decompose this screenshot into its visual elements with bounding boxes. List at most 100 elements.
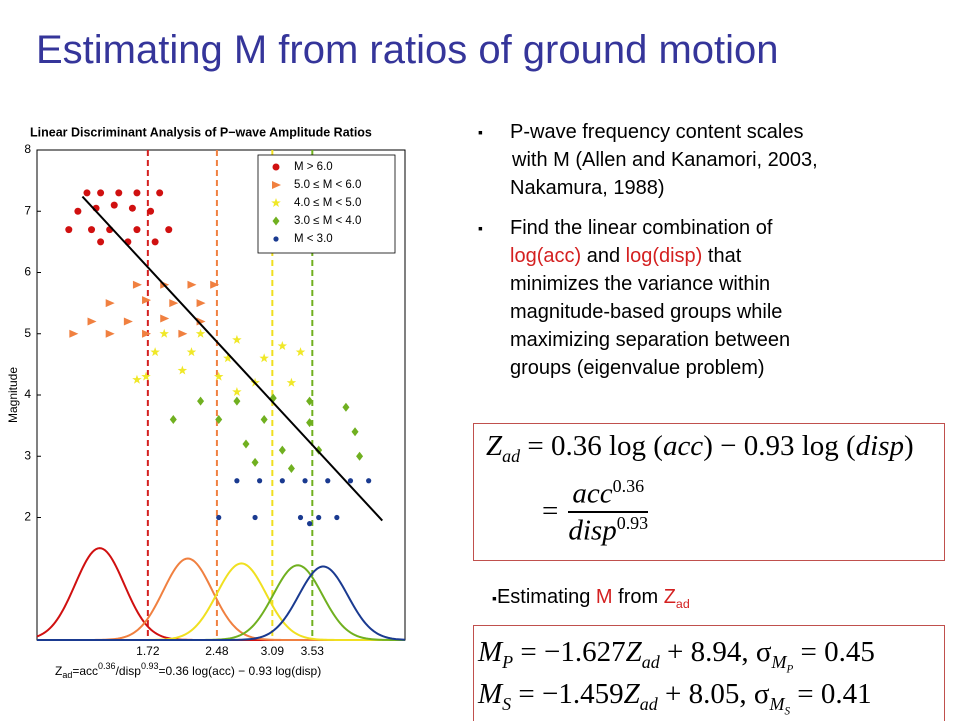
scatter-point: [210, 280, 220, 289]
scatter-point: [325, 478, 331, 484]
scatter-point: [277, 341, 288, 351]
scatter-point: [366, 478, 372, 484]
x-axis-label: Zad=acc0.36/disp0.93=0.36 log(acc) − 0.9…: [55, 661, 321, 680]
legend-label: M < 3.0: [294, 233, 333, 245]
scatter-point: [356, 451, 364, 461]
bullet-line: magnitude-based groups while: [510, 301, 783, 323]
scatter-point: [128, 204, 136, 212]
eq-part: M: [478, 636, 503, 668]
scatter-point: [147, 207, 155, 215]
scatter-point: [69, 329, 79, 338]
scatter-point: [156, 189, 164, 197]
legend-marker: [272, 163, 280, 171]
eq-part: M: [478, 678, 503, 710]
scatter-point: [213, 371, 224, 381]
eq-part: + 8.05, σ: [657, 678, 770, 710]
eq-part: P: [786, 663, 794, 676]
legend-box: [257, 154, 396, 254]
scatter-point: [242, 439, 250, 449]
eq-part: ad: [502, 445, 521, 466]
eq-part: 0.93: [616, 512, 649, 533]
scatter-point: [295, 347, 306, 357]
scatter-point: [234, 478, 240, 484]
eq-part: disp: [855, 430, 905, 462]
scatter-point: [133, 189, 141, 197]
scatter-point: [306, 396, 314, 406]
bullet-line: groups (eigenvalue problem): [510, 357, 765, 379]
legend-label: 5.0 ≤ M < 6.0: [294, 179, 361, 191]
bullet-marker: ▪: [478, 220, 483, 236]
eq-part: ad: [641, 651, 660, 672]
scatter-point: [177, 365, 188, 375]
equation-box: Zad = 0.36 log (acc) − 0.93 log (disp) =…: [473, 423, 945, 561]
scatter-point: [297, 514, 304, 521]
eq-part: acc: [572, 477, 613, 510]
x-tick-label: 1.72: [136, 644, 160, 658]
eq-part: = 0.41: [790, 678, 872, 710]
x-label-part: 0.93: [141, 661, 159, 671]
bullet-marker: ▪: [492, 590, 497, 606]
eq-part: = −1.459: [511, 678, 624, 710]
bullet-line: Find the linear combination of: [510, 217, 773, 239]
x-label-part: Z: [55, 664, 62, 678]
scatter-point: [88, 226, 96, 234]
y-tick-label: 3: [24, 448, 31, 462]
text: and: [581, 245, 626, 267]
eq-part: M: [771, 651, 787, 672]
scatter-point: [251, 457, 259, 467]
legend-marker: [273, 236, 279, 242]
scatter-point: [316, 514, 322, 521]
eq-part: Z: [623, 678, 640, 710]
eq-part: ) − 0.93 log (: [703, 430, 856, 462]
legend-label: 3.0 ≤ M < 4.0: [294, 215, 361, 227]
scatter-point: [306, 418, 314, 428]
scatter-point: [105, 299, 115, 308]
y-tick-label: 4: [24, 387, 31, 401]
scatter-point: [160, 314, 170, 323]
highlight: M: [595, 586, 613, 608]
eq-part: =: [542, 495, 559, 528]
scatter-point: [110, 201, 118, 209]
bullet-line: P-wave frequency content scales: [510, 121, 804, 143]
y-tick-label: 2: [24, 510, 31, 524]
y-tick-label: 7: [24, 203, 31, 217]
eq-part: 0.36: [612, 476, 645, 496]
y-tick-label: 5: [24, 326, 31, 340]
bullet-marker: ▪: [478, 124, 483, 140]
scatter-point: [233, 396, 241, 406]
scatter-point: [334, 514, 340, 521]
scatter-point: [178, 329, 188, 338]
scatter-point: [186, 347, 197, 357]
x-label-part: /disp: [116, 664, 142, 678]
equation-box: MP = −1.627Zad + 8.94, σMP = 0.45 MS = −…: [473, 625, 945, 721]
eq-part: ): [904, 430, 914, 462]
scatter-point: [97, 238, 105, 246]
estimating-label: ▪Estimating M from Zad: [492, 586, 690, 611]
equation: MS = −1.459Zad + 8.05, σMS = 0.41: [478, 678, 872, 717]
scatter-point: [232, 334, 242, 344]
legend-marker: [272, 181, 281, 189]
scatter-point: [142, 329, 152, 338]
fraction: acc0.36 disp0.93: [568, 476, 649, 547]
scatter-point: [159, 328, 169, 338]
highlight: log(acc): [510, 245, 582, 267]
x-label-part: =0.36 log(acc) − 0.93 log(disp): [158, 664, 321, 678]
scatter-point: [151, 238, 159, 246]
scatter-point: [252, 514, 258, 521]
eq-part: M: [769, 693, 785, 714]
scatter-point: [141, 371, 151, 381]
x-tick-label: 2.48: [205, 644, 229, 658]
x-label-part: ad: [62, 670, 72, 680]
eq-part: P: [502, 651, 514, 672]
eq-part: = 0.45: [793, 636, 875, 668]
scatter-point: [169, 415, 177, 424]
scatter-point: [215, 415, 223, 424]
eq-part: + 8.94, σ: [659, 636, 772, 668]
scatter-point: [195, 328, 206, 338]
scatter-point: [97, 189, 105, 197]
chart: Linear Discriminant Analysis of P−wave A…: [6, 125, 406, 680]
highlight: Z: [663, 586, 676, 608]
scatter-point: [142, 296, 152, 305]
scatter-point: [165, 226, 173, 234]
density-curve: [37, 562, 405, 641]
